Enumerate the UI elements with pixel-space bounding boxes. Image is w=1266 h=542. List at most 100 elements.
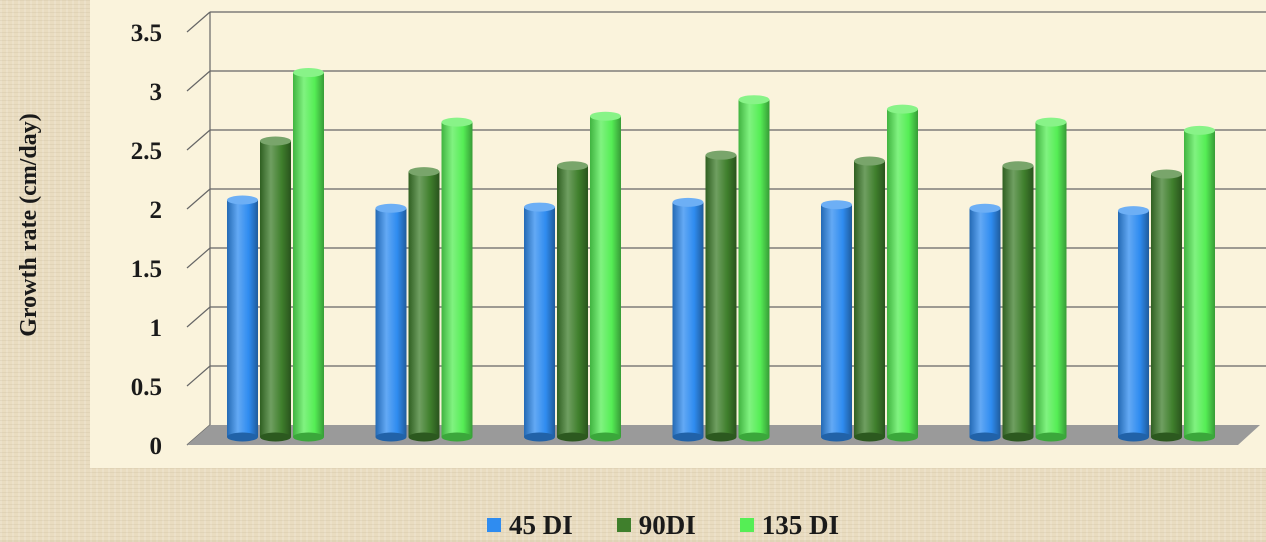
legend-swatch-45-di bbox=[487, 518, 501, 532]
bar-top bbox=[854, 157, 885, 166]
bar-top bbox=[1036, 118, 1067, 127]
bar bbox=[227, 196, 258, 442]
bar-base bbox=[1036, 433, 1067, 442]
y-tick-label: 2.5 bbox=[131, 138, 162, 165]
bar bbox=[706, 151, 737, 442]
bar bbox=[1036, 118, 1067, 442]
bar-body bbox=[1003, 166, 1034, 437]
bar-base bbox=[442, 433, 473, 442]
legend-item-45-di: 45 DI bbox=[487, 510, 573, 540]
bar-body bbox=[409, 172, 440, 437]
legend-swatch-90di bbox=[617, 518, 631, 532]
bar bbox=[557, 161, 588, 441]
y-tick-label: 2 bbox=[150, 197, 163, 224]
bar-base bbox=[739, 433, 770, 442]
bar-body bbox=[293, 73, 324, 437]
bar-body bbox=[590, 116, 621, 437]
bar-top bbox=[1184, 126, 1215, 135]
legend-label-45-di: 45 DI bbox=[509, 510, 573, 540]
bar-top bbox=[673, 198, 704, 207]
bar-body bbox=[376, 208, 407, 437]
bar-base bbox=[706, 433, 737, 442]
bar-base bbox=[409, 433, 440, 442]
bar-body bbox=[1118, 211, 1149, 437]
y-tick-label: 3.5 bbox=[131, 20, 162, 47]
bar-body bbox=[1184, 130, 1215, 437]
bar-top bbox=[821, 200, 852, 209]
bar-top bbox=[1003, 161, 1034, 170]
bar bbox=[887, 105, 918, 442]
bar bbox=[673, 198, 704, 442]
bar-top bbox=[442, 118, 473, 127]
bar-base bbox=[376, 433, 407, 442]
bar-base bbox=[1184, 433, 1215, 442]
bar bbox=[524, 203, 555, 442]
bar-base bbox=[854, 433, 885, 442]
legend-label-90di: 90DI bbox=[639, 510, 696, 540]
bar-base bbox=[557, 433, 588, 442]
bar-body bbox=[970, 208, 1001, 437]
bar-base bbox=[887, 433, 918, 442]
bar-body bbox=[442, 122, 473, 437]
bar-top bbox=[260, 137, 291, 146]
bar-body bbox=[887, 109, 918, 437]
bar bbox=[260, 137, 291, 442]
bar-base bbox=[227, 433, 258, 442]
bar-body bbox=[854, 161, 885, 437]
bar-body bbox=[673, 202, 704, 437]
legend-swatch-135-di bbox=[740, 518, 754, 532]
bar-top bbox=[706, 151, 737, 160]
y-tick-label: 3 bbox=[150, 79, 163, 106]
bar bbox=[1003, 161, 1034, 441]
bar-base bbox=[970, 433, 1001, 442]
bar bbox=[821, 200, 852, 441]
bar-top bbox=[590, 112, 621, 121]
bar-base bbox=[260, 433, 291, 442]
bar-base bbox=[821, 433, 852, 442]
y-tick-label: 1.5 bbox=[131, 256, 162, 283]
bar-top bbox=[1118, 206, 1149, 215]
bar-top bbox=[557, 161, 588, 170]
bar-top bbox=[293, 68, 324, 77]
bar-body bbox=[1036, 122, 1067, 437]
bar bbox=[442, 118, 473, 442]
legend-item-135-di: 135 DI bbox=[740, 510, 839, 540]
bar-body bbox=[1151, 174, 1182, 437]
bar bbox=[970, 204, 1001, 442]
bar-body bbox=[260, 141, 291, 437]
bar-top bbox=[739, 95, 770, 104]
legend-label-135-di: 135 DI bbox=[762, 510, 839, 540]
bar-top bbox=[524, 203, 555, 212]
bar bbox=[590, 112, 621, 442]
bar-base bbox=[673, 433, 704, 442]
y-tick-label: 1 bbox=[150, 315, 163, 342]
bar-body bbox=[524, 207, 555, 437]
bar-base bbox=[590, 433, 621, 442]
bar-body bbox=[739, 100, 770, 437]
bar-body bbox=[227, 200, 258, 437]
bar-body bbox=[557, 166, 588, 437]
y-tick-label: 0.5 bbox=[131, 374, 162, 401]
bar-body bbox=[706, 155, 737, 437]
bar-top bbox=[376, 204, 407, 213]
bar bbox=[739, 95, 770, 441]
legend-item-90di: 90DI bbox=[617, 510, 696, 540]
bar-base bbox=[1151, 433, 1182, 442]
bar-base bbox=[1003, 433, 1034, 442]
y-tick-label: 0 bbox=[150, 433, 163, 460]
bar bbox=[1118, 206, 1149, 441]
bar bbox=[1184, 126, 1215, 442]
bar-top bbox=[409, 167, 440, 176]
bar-top bbox=[227, 196, 258, 205]
bar-top bbox=[887, 105, 918, 114]
bar bbox=[1151, 170, 1182, 442]
bar bbox=[854, 157, 885, 442]
bar bbox=[409, 167, 440, 441]
bar-top bbox=[1151, 170, 1182, 179]
legend: 45 DI 90DI 135 DI bbox=[0, 508, 1266, 542]
bar-base bbox=[293, 433, 324, 442]
bar-base bbox=[524, 433, 555, 442]
bar-top bbox=[970, 204, 1001, 213]
